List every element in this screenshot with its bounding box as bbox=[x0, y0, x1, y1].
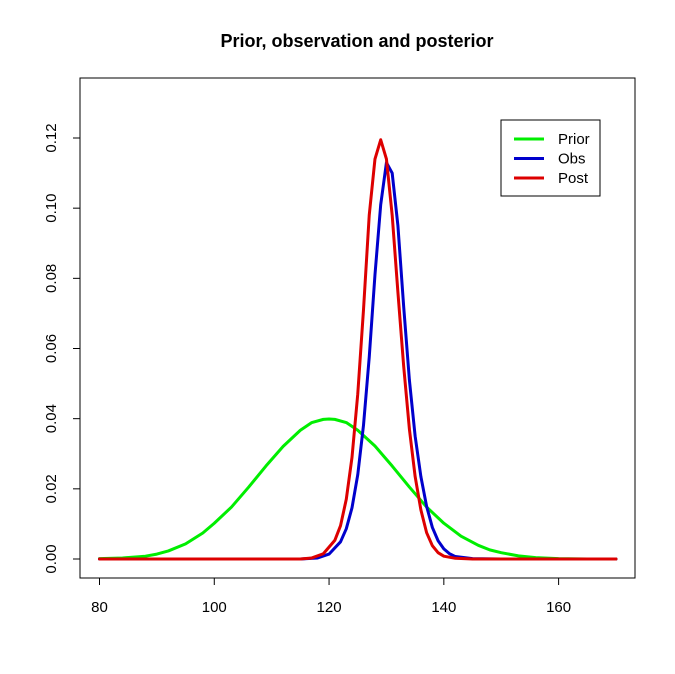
y-tick-label: 0.04 bbox=[43, 404, 60, 433]
series-line-prior bbox=[98, 417, 618, 561]
series-line-obs bbox=[98, 161, 618, 561]
legend-label-obs: Obs bbox=[558, 151, 586, 168]
x-tick-label: 140 bbox=[431, 599, 456, 616]
y-tick-label: 0.08 bbox=[43, 264, 60, 293]
x-tick-label: 160 bbox=[546, 599, 571, 616]
legend-label-post: Post bbox=[558, 170, 589, 187]
series-line-post bbox=[98, 138, 618, 561]
y-tick-label: 0.06 bbox=[43, 334, 60, 363]
legend: Prior Obs Post bbox=[500, 119, 601, 197]
legend-label-prior: Prior bbox=[558, 131, 590, 148]
series-layer bbox=[98, 138, 618, 561]
x-tick-label: 80 bbox=[91, 599, 108, 616]
chart-title: Prior, observation and posterior bbox=[220, 31, 493, 51]
y-tick-label: 0.12 bbox=[43, 123, 60, 152]
y-axis: 0.00 0.02 0.04 0.06 0.08 0.10 0.12 bbox=[43, 123, 81, 574]
y-tick-label: 0.10 bbox=[43, 194, 60, 223]
x-tick-label: 120 bbox=[317, 599, 342, 616]
y-tick-label: 0.02 bbox=[43, 474, 60, 503]
legend-items: Prior Obs Post bbox=[514, 131, 590, 187]
y-tick-label: 0.00 bbox=[43, 544, 60, 573]
x-tick-label: 100 bbox=[202, 599, 227, 616]
x-axis: 80 100 120 140 160 bbox=[91, 577, 571, 616]
